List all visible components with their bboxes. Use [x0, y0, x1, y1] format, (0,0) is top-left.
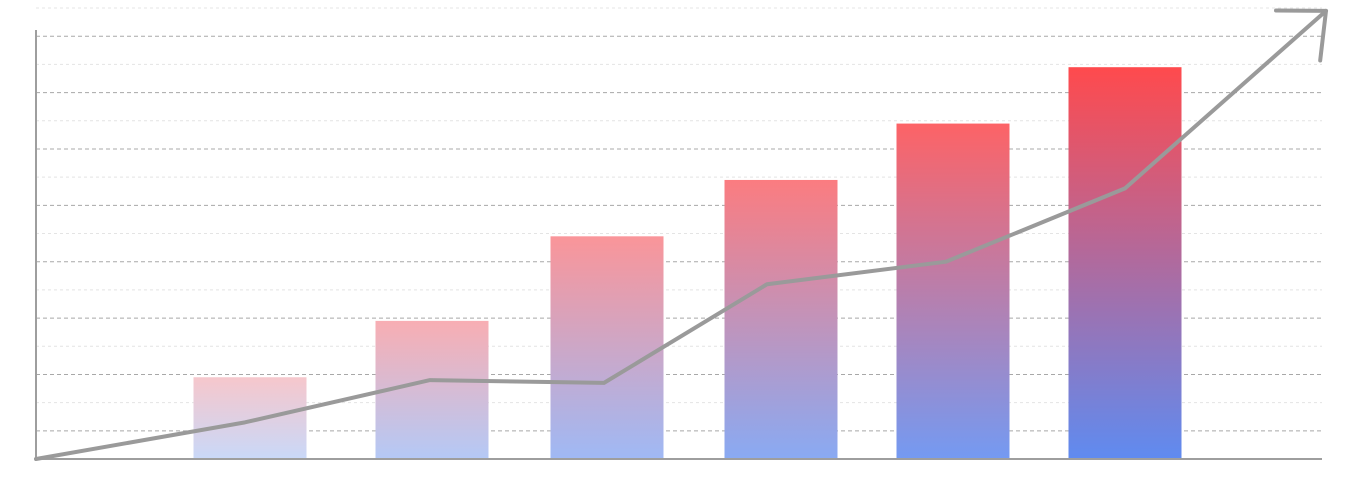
bar-series	[193, 67, 1182, 459]
axes	[35, 30, 1322, 460]
bar	[1068, 67, 1182, 459]
bar	[896, 123, 1010, 459]
trend-line	[34, 8, 1328, 461]
bar	[724, 179, 838, 459]
trend-arrowhead	[1274, 8, 1328, 63]
bar	[193, 377, 307, 459]
trend-line-group	[34, 8, 1328, 461]
bar	[550, 236, 664, 459]
